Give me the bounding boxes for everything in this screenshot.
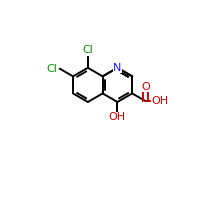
Text: O: O: [141, 82, 150, 92]
Text: OH: OH: [152, 96, 169, 106]
Text: Cl: Cl: [46, 64, 57, 74]
Text: N: N: [113, 63, 122, 73]
Text: Cl: Cl: [82, 45, 93, 55]
Text: OH: OH: [109, 112, 126, 122]
